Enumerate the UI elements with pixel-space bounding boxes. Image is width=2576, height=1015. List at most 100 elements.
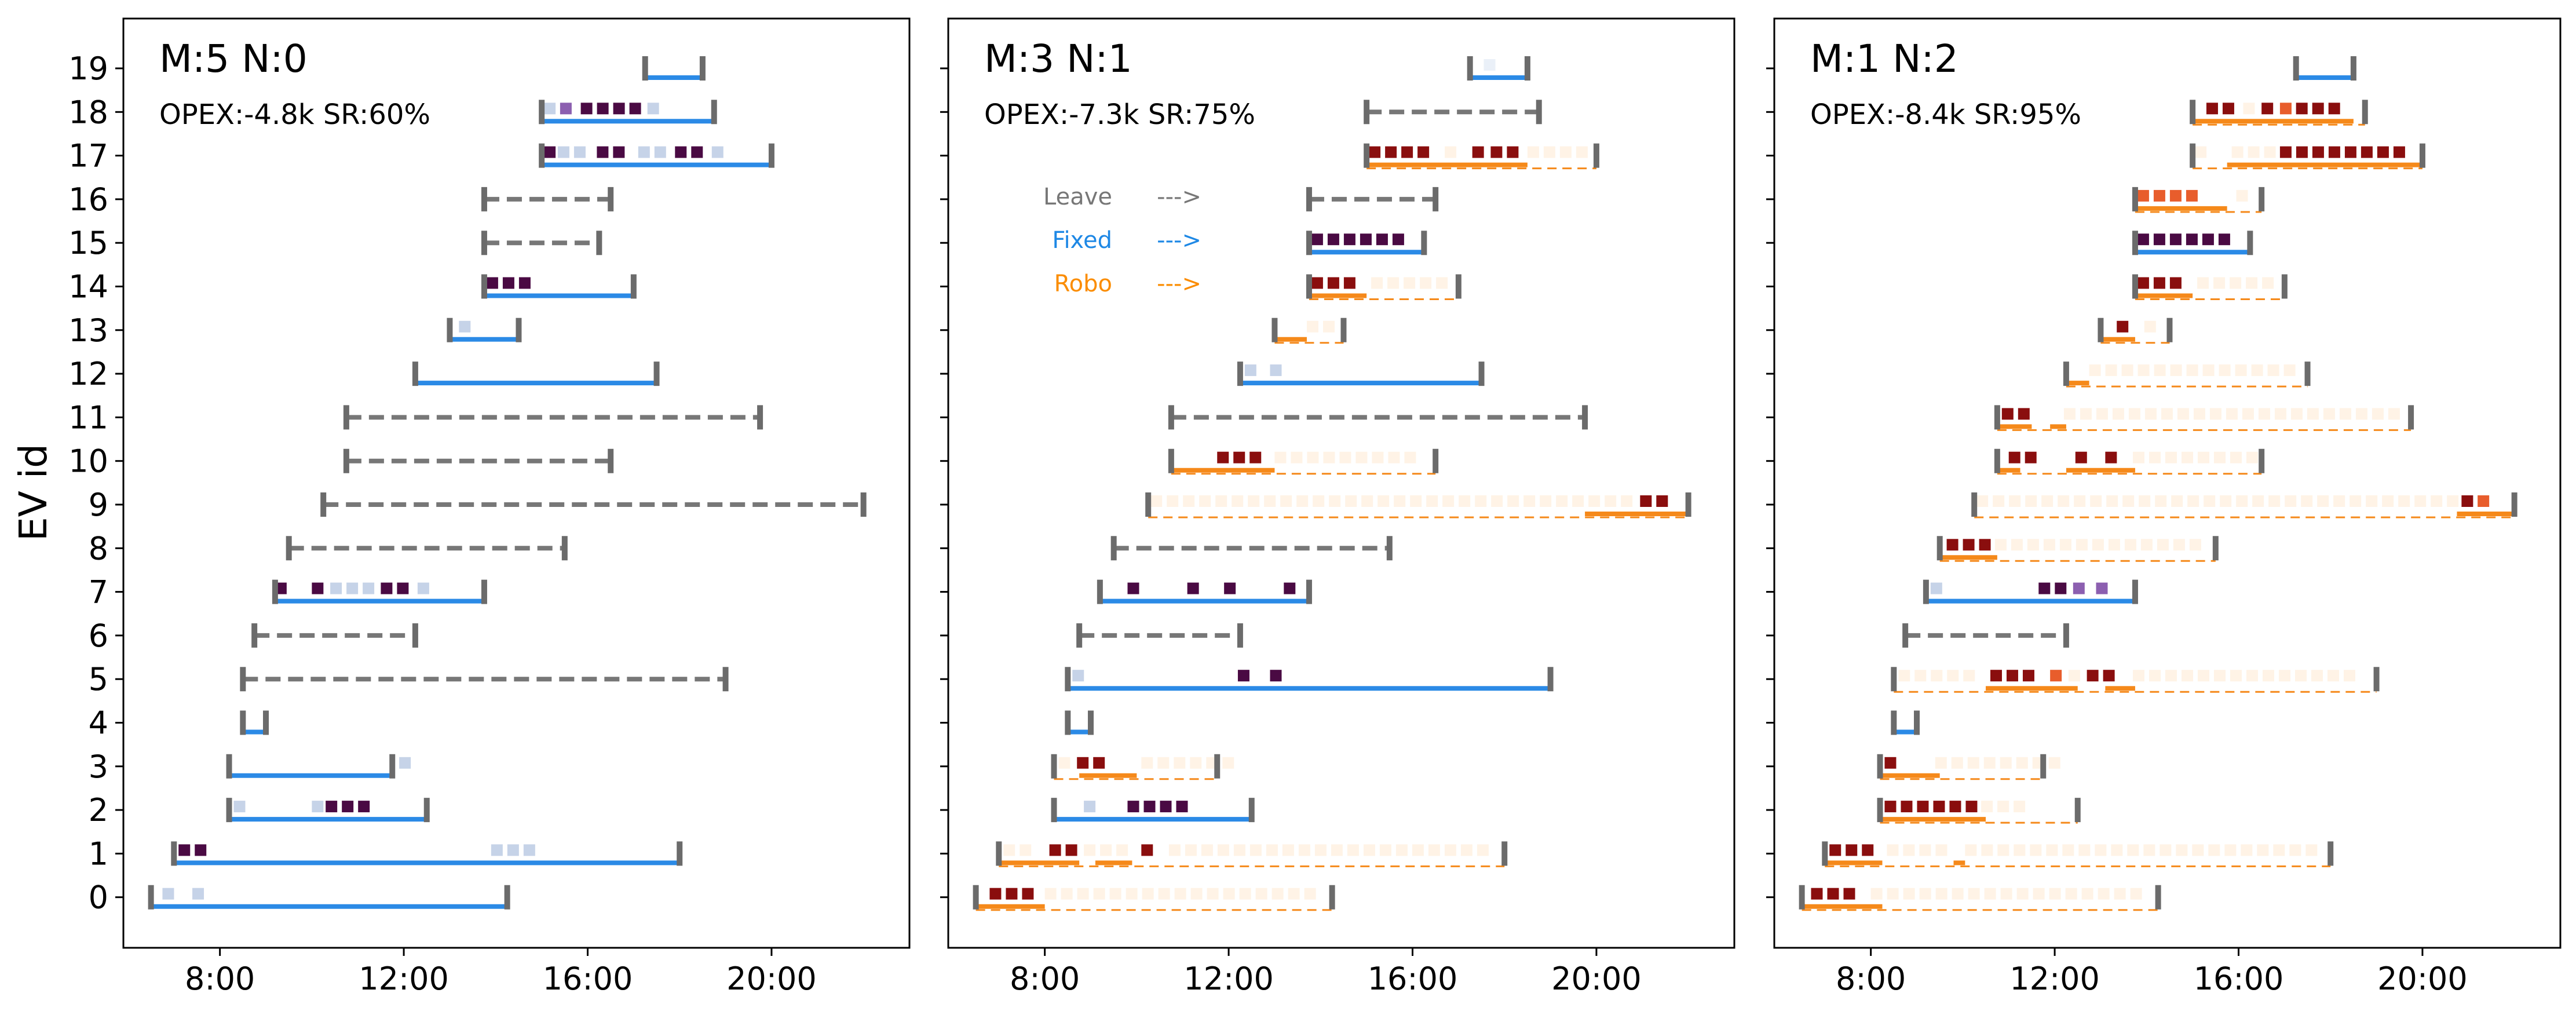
charge-cell	[2074, 495, 2086, 507]
charge-cell	[2230, 670, 2242, 682]
charge-cell	[1963, 670, 1975, 682]
ev-row-1	[996, 841, 1508, 867]
ev-row-0	[1799, 885, 2161, 911]
charge-cell	[2030, 844, 2042, 856]
ev-row-17	[539, 143, 774, 168]
charge-cell	[2176, 844, 2188, 856]
charge-cell	[518, 277, 531, 289]
charge-cell	[1981, 801, 1993, 813]
charge-cell	[1282, 844, 1294, 856]
charge-cell	[2169, 233, 2182, 246]
ev-row-8	[1936, 536, 2219, 562]
charge-cell	[1884, 757, 1897, 769]
charge-cell	[1459, 495, 1471, 507]
charge-cell	[2268, 495, 2281, 507]
charge-cell	[1827, 888, 1839, 900]
charge-cell	[654, 146, 666, 158]
ev-row-14	[2132, 274, 2288, 300]
charge-cell	[1022, 888, 1034, 900]
charge-cell	[2279, 103, 2292, 115]
legend-arrow-robo: --->	[1157, 271, 1201, 297]
charge-cell	[2328, 146, 2340, 158]
charge-cell	[1167, 495, 1179, 507]
x-tick-label: 16:00	[2194, 961, 2284, 997]
ev-row-14	[481, 274, 637, 299]
charge-cell	[1576, 146, 1588, 158]
charge-cell	[1020, 844, 1032, 856]
ev-row-2	[1051, 798, 1255, 823]
charge-cell	[2130, 888, 2142, 900]
charge-cell	[1190, 757, 1202, 769]
charge-cell	[2414, 495, 2427, 507]
charge-cell	[2001, 408, 2014, 420]
charge-cell	[2343, 670, 2355, 682]
charge-cell	[2050, 670, 2062, 682]
charge-cell	[1233, 451, 1245, 463]
charge-cell	[2124, 539, 2136, 551]
charge-cell	[1215, 495, 1227, 507]
charge-cell	[1914, 670, 1927, 682]
charge-cell	[1420, 277, 1432, 289]
charge-cell	[2137, 233, 2149, 246]
charge-cell	[486, 277, 498, 289]
charge-cell	[1460, 844, 1472, 856]
charge-cell	[2177, 408, 2189, 420]
ev-row-11	[343, 405, 763, 430]
charge-cell	[2290, 408, 2303, 420]
charge-cell	[1903, 888, 1915, 900]
charge-cell	[233, 801, 246, 813]
charge-cell	[2236, 495, 2248, 507]
charge-cell	[1065, 844, 1077, 856]
charge-cell	[1311, 233, 1323, 246]
y-tick-label: 4	[89, 705, 108, 742]
y-tick-label: 8	[89, 530, 108, 567]
charge-cell	[2393, 146, 2405, 158]
y-tick-label: 19	[68, 50, 108, 87]
charge-cell	[1951, 757, 1963, 769]
charge-cell	[2246, 277, 2258, 289]
charge-cell	[2153, 233, 2165, 246]
charge-cell	[1327, 277, 1339, 289]
charge-cell	[2213, 451, 2226, 463]
charge-cell	[1323, 451, 1335, 463]
panel-3: 8:00 12:00 16:00 20:00 M:1 N:2 OPEX:-8.4k SR:…	[1766, 17, 2562, 997]
ev-row-8	[1110, 536, 1393, 561]
y-tick-label: 15	[68, 225, 108, 261]
charge-cell	[1266, 844, 1278, 856]
ev-row-1	[171, 841, 683, 866]
ev-row-9	[320, 492, 867, 517]
charge-cell	[2140, 539, 2153, 551]
charge-cell	[1271, 888, 1284, 900]
y-tick-label: 17	[68, 138, 108, 174]
charge-cell	[2117, 320, 2129, 333]
charge-cell	[1185, 844, 1197, 856]
charge-cell	[2033, 888, 2045, 900]
charge-cell	[2294, 670, 2307, 682]
charge-cell	[1884, 801, 1897, 813]
ev-row-1	[1822, 841, 2334, 867]
charge-cell	[2153, 277, 2165, 289]
charge-cell	[312, 582, 324, 594]
charge-cell	[1984, 888, 1996, 900]
charge-cell	[1207, 888, 1219, 900]
charge-cell	[2197, 670, 2209, 682]
charge-cell	[557, 146, 569, 158]
ev-row-13	[2098, 317, 2173, 344]
charge-cell	[1919, 888, 1931, 900]
charge-cell	[1313, 495, 1325, 507]
charge-cell	[1244, 364, 1256, 377]
charge-cell	[1217, 844, 1229, 856]
charge-cell	[2161, 408, 2173, 420]
ev-row-17	[2190, 143, 2425, 170]
y-tick-label: 18	[68, 94, 108, 130]
charge-cell	[2063, 408, 2076, 420]
charge-cell	[1077, 888, 1089, 900]
charge-cell	[1201, 844, 1213, 856]
charge-cell	[629, 103, 641, 115]
y-tick-label: 5	[89, 661, 108, 698]
ev-row-5	[1065, 667, 1554, 692]
ev-row-10	[1994, 448, 2265, 475]
charge-cell	[1061, 888, 1073, 900]
charge-cell	[2121, 364, 2133, 377]
charge-cell	[1093, 757, 1105, 769]
